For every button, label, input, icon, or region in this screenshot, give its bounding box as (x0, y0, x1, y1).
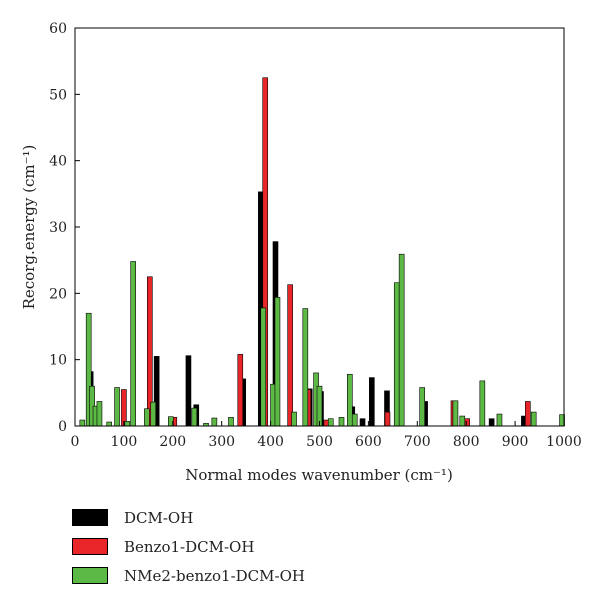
y-tick-label-3: 30 (49, 220, 67, 236)
bar-nme2-benzo1-dcm-oh-33 (496, 413, 503, 427)
bar-nme2-benzo1-dcm-oh-16 (260, 307, 267, 427)
y-tick-label-5: 50 (49, 87, 67, 103)
legend-item-benzo1-dcm-oh: Benzo1-DCM-OH (72, 532, 305, 561)
y-tick-label-6: 60 (49, 21, 67, 37)
x-tick-label-7: 700 (404, 434, 431, 450)
bar-nme2-benzo1-dcm-oh-27 (393, 282, 400, 427)
x-tick-label-1: 100 (111, 434, 138, 450)
bar-nme2-benzo1-dcm-oh-30 (452, 400, 459, 427)
bar-nme2-benzo1-dcm-oh-23 (327, 418, 334, 427)
bar-nme2-benzo1-dcm-oh-15 (228, 417, 234, 427)
bar-dcm-oh-10 (359, 418, 366, 427)
bar-nme2-benzo1-dcm-oh-25 (347, 373, 353, 427)
x-tick-label-5: 500 (306, 434, 333, 450)
bar-nme2-benzo1-dcm-oh-6 (114, 387, 120, 427)
legend-item-dcm-oh: DCM-OH (72, 503, 305, 532)
bar-benzo1-dcm-oh-8 (384, 411, 391, 427)
legend-item-nme2-benzo1-dcm-oh: NMe2-benzo1-DCM-OH (72, 561, 305, 590)
bar-dcm-oh-11 (369, 377, 375, 427)
bar-nme2-benzo1-dcm-oh-31 (459, 415, 466, 427)
bar-nme2-benzo1-dcm-oh-4 (96, 401, 103, 427)
bar-benzo1-dcm-oh-3 (237, 354, 244, 427)
x-tick-label-4: 400 (257, 434, 284, 450)
bar-nme2-benzo1-dcm-oh-9 (144, 408, 150, 427)
legend-label-dcm-oh: DCM-OH (124, 508, 194, 527)
legend-swatch-dcm-oh (72, 509, 108, 526)
bar-benzo1-dcm-oh-12 (525, 401, 531, 427)
ticks-layer: 0 100 200 300 400 500 600 700 800 900 1000 0 10 20 30 4… (49, 21, 582, 450)
x-tick-label-6: 600 (355, 434, 382, 450)
bar-nme2-benzo1-dcm-oh-20 (302, 308, 309, 427)
y-tick-label-1: 10 (49, 353, 67, 369)
x-axis-title: Normal modes wavenumber (cm⁻¹) (185, 466, 453, 484)
bar-nme2-benzo1-dcm-oh-34 (530, 411, 537, 427)
bar-nme2-benzo1-dcm-oh-28 (398, 253, 405, 427)
bar-nme2-benzo1-dcm-oh-32 (479, 380, 486, 427)
bar-benzo1-dcm-oh-11 (464, 418, 470, 427)
bars-layer (79, 77, 565, 427)
legend: DCM-OH Benzo1-DCM-OH NMe2-benzo1-DCM-OH (72, 503, 305, 590)
bar-nme2-benzo1-dcm-oh-24 (338, 417, 345, 427)
legend-swatch-benzo1-dcm-oh (72, 538, 108, 555)
bar-dcm-oh-2 (185, 355, 192, 427)
x-tick-label-8: 800 (453, 434, 480, 450)
legend-label-benzo1-dcm-oh: Benzo1-DCM-OH (124, 537, 255, 556)
x-tick-label-2: 200 (159, 434, 186, 450)
bar-nme2-benzo1-dcm-oh-8 (130, 261, 136, 427)
x-tick-label-9: 900 (502, 434, 529, 450)
bar-benzo1-dcm-oh-5 (287, 284, 293, 427)
y-tick-label-2: 20 (49, 286, 67, 302)
bar-nme2-benzo1-dcm-oh-19 (291, 411, 297, 427)
y-tick-label-4: 40 (49, 154, 67, 170)
legend-label-nme2-benzo1-dcm-oh: NMe2-benzo1-DCM-OH (124, 566, 305, 585)
bar-nme2-benzo1-dcm-oh-26 (351, 413, 358, 427)
bar-nme2-benzo1-dcm-oh-14 (211, 417, 218, 427)
x-tick-label-3: 300 (208, 434, 235, 450)
bar-nme2-benzo1-dcm-oh-7 (124, 421, 131, 427)
y-axis-title: Recorg.energy (cm⁻¹) (20, 145, 38, 310)
legend-swatch-nme2-benzo1-dcm-oh (72, 567, 108, 584)
bar-nme2-benzo1-dcm-oh-29 (419, 387, 425, 427)
chart: 0 100 200 300 400 500 600 700 800 900 1000 0 10 20 30 4… (20, 21, 582, 484)
bar-nme2-benzo1-dcm-oh-18 (274, 297, 281, 427)
bar-benzo1-dcm-oh-0 (121, 389, 127, 427)
y-tick-label-0: 0 (58, 419, 67, 435)
bar-nme2-benzo1-dcm-oh-22 (316, 385, 323, 427)
x-tick-label-0: 0 (71, 434, 80, 450)
bar-nme2-benzo1-dcm-oh-0 (79, 419, 86, 427)
x-tick-label-10: 1000 (546, 434, 582, 450)
bar-nme2-benzo1-dcm-oh-12 (191, 407, 198, 427)
bar-nme2-benzo1-dcm-oh-5 (106, 421, 113, 427)
bar-dcm-oh-14 (488, 418, 495, 427)
bar-nme2-benzo1-dcm-oh-10 (150, 401, 157, 427)
